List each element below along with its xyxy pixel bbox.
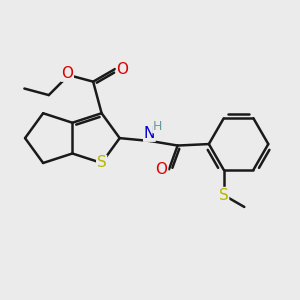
Text: N: N <box>144 126 155 141</box>
Text: S: S <box>97 155 106 170</box>
Text: O: O <box>61 66 73 81</box>
Text: O: O <box>156 162 168 177</box>
Text: H: H <box>153 120 162 133</box>
Text: S: S <box>219 188 229 202</box>
Text: O: O <box>116 61 128 76</box>
